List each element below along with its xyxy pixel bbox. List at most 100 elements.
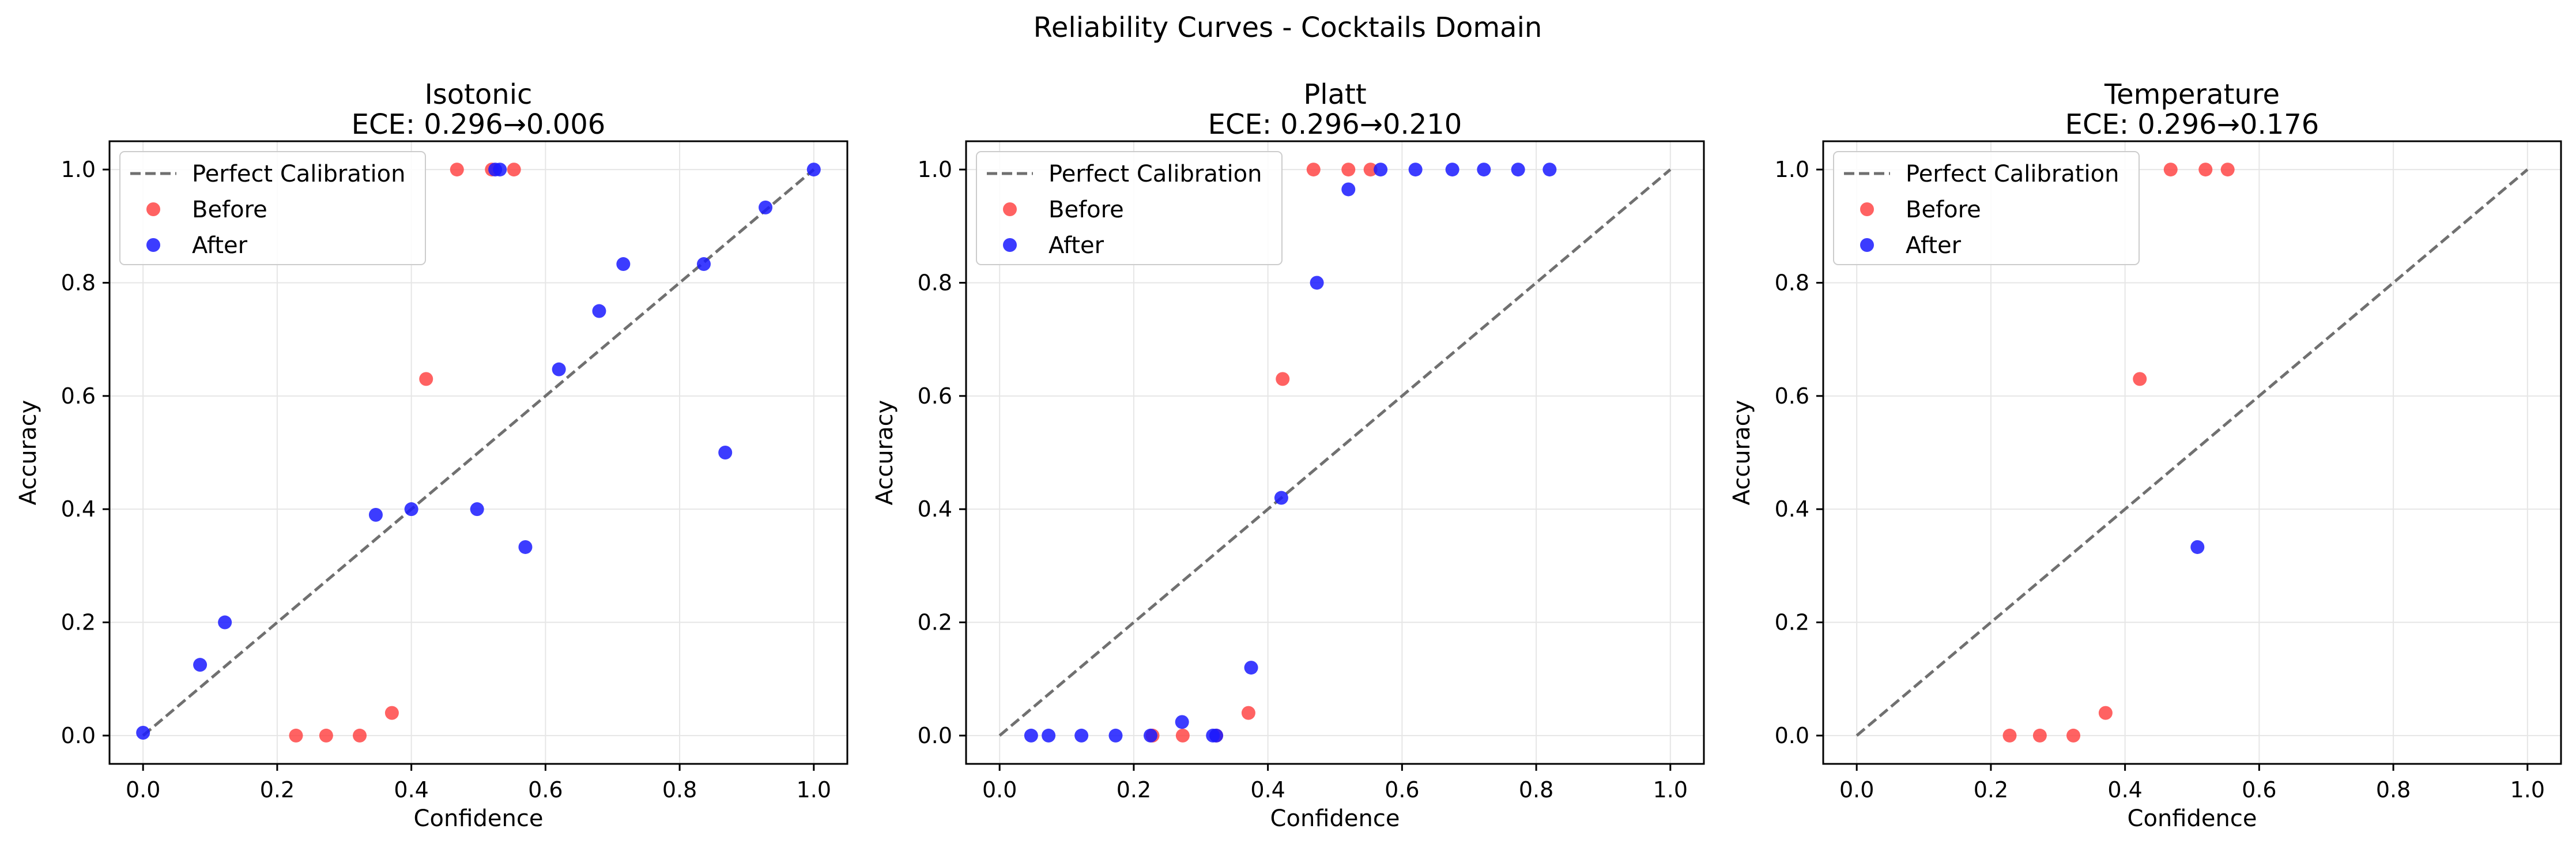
y-tick-label: 1.0: [1775, 157, 1809, 182]
after-point: [1374, 163, 1388, 177]
x-tick-label: 0.8: [2376, 777, 2411, 803]
perfect-calibration-line: [142, 168, 815, 737]
after-point: [1209, 728, 1224, 743]
x-tick-label: 0.4: [2107, 777, 2142, 803]
after-point: [193, 658, 208, 672]
before-point: [2220, 163, 2235, 177]
after-point: [1408, 163, 1423, 177]
before-point: [1363, 163, 1378, 177]
x-tick-label: 1.0: [797, 777, 831, 803]
after-point: [1445, 163, 1459, 177]
subplot-isotonic: 0.0 0.2 0.4 0.6 0.8 1.0 0.0 0.2 0.4 0.6 0.8 1.0 Isot…: [15, 78, 848, 832]
x-tick-label: 0.0: [982, 777, 1017, 803]
legend-label: Perfect Calibration: [192, 161, 405, 187]
subplot-title: Temperature: [2104, 78, 2280, 111]
x-tick-label: 0.4: [394, 777, 428, 803]
before-point: [1175, 728, 1190, 743]
x-tick-label: 0.4: [1250, 777, 1285, 803]
x-tick-label: 0.8: [1519, 777, 1553, 803]
after-point: [806, 163, 821, 177]
y-tick-label: 0.6: [1775, 383, 1809, 409]
after-point: [1244, 661, 1258, 675]
y-tick-label: 0.2: [61, 610, 96, 635]
before-point: [2066, 728, 2081, 743]
legend-after-swatch: [1860, 238, 1874, 252]
before-point: [1341, 163, 1356, 177]
y-tick-label: 0.6: [61, 383, 96, 409]
before-point: [450, 163, 464, 177]
after-point: [368, 508, 383, 522]
legend-label: Perfect Calibration: [1048, 161, 1262, 187]
x-tick-label: 0.0: [126, 777, 160, 803]
y-tick-label: 0.8: [918, 270, 952, 295]
y-tick-label: 0.4: [918, 496, 952, 522]
after-point: [616, 257, 631, 272]
before-point: [2098, 706, 2113, 720]
legend-after-swatch: [146, 238, 160, 252]
y-tick-label: 0.6: [918, 383, 952, 409]
after-point: [1074, 728, 1089, 743]
after-point: [1024, 728, 1038, 743]
after-point: [518, 540, 533, 554]
x-tick-label: 0.8: [662, 777, 697, 803]
y-tick-label: 0.0: [1775, 723, 1809, 748]
after-point: [2190, 540, 2205, 554]
before-point: [1241, 706, 1255, 720]
y-tick-label: 0.2: [1775, 610, 1809, 635]
y-axis-label: Accuracy: [1729, 400, 1755, 506]
y-axis-label: Accuracy: [872, 400, 898, 506]
after-point: [759, 200, 773, 214]
before-point: [2198, 163, 2213, 177]
legend: Perfect Calibration Before After: [976, 151, 1283, 265]
before-point: [353, 728, 367, 743]
before-point: [289, 728, 303, 743]
before-point: [384, 706, 399, 720]
before-point: [319, 728, 333, 743]
legend-label: Perfect Calibration: [1906, 161, 2119, 187]
legend-box: [119, 151, 426, 265]
subplot-platt: 0.0 0.2 0.4 0.6 0.8 1.0 0.0 0.2 0.4 0.6 0.8 1.0 Plat…: [872, 78, 1705, 832]
after-point: [1477, 163, 1491, 177]
axes-frame: [1822, 140, 2562, 765]
after-point: [1341, 182, 1356, 197]
subplot-ece-subtitle: ECE: 0.296→0.210: [1208, 108, 1462, 141]
figure-suptitle: Reliability Curves - Cocktails Domain: [1034, 12, 1542, 44]
x-tick-label: 0.6: [1385, 777, 1419, 803]
after-point: [493, 163, 507, 177]
axes-frame: [108, 140, 848, 765]
y-tick-label: 1.0: [918, 157, 952, 182]
axes-frame: [965, 140, 1705, 765]
x-tick-label: 0.6: [2242, 777, 2276, 803]
y-tick-label: 0.0: [61, 723, 96, 748]
legend-after-swatch: [1003, 238, 1017, 252]
x-tick-label: 1.0: [1653, 777, 1688, 803]
after-point: [592, 304, 606, 318]
before-point: [2133, 372, 2147, 386]
before-point: [2032, 728, 2047, 743]
subplot-title: Isotonic: [425, 78, 533, 111]
legend-before-swatch: [1003, 202, 1017, 216]
after-point: [696, 257, 711, 272]
legend-before-swatch: [146, 202, 160, 216]
x-tick-label: 0.6: [528, 777, 563, 803]
after-point: [1108, 728, 1123, 743]
after-point: [1144, 728, 1157, 743]
before-point: [2163, 163, 2178, 177]
after-point: [718, 446, 733, 459]
after-point: [1511, 163, 1525, 177]
x-tick-label: 1.0: [2510, 777, 2545, 803]
x-axis-label: Confidence: [1270, 805, 1400, 832]
before-point: [507, 163, 521, 177]
y-tick-label: 0.8: [1775, 270, 1809, 295]
legend-label: After: [1048, 232, 1104, 259]
y-axis-label: Accuracy: [15, 400, 42, 506]
y-tick-label: 0.2: [918, 610, 952, 635]
y-tick-label: 0.8: [61, 270, 96, 295]
before-point: [1276, 372, 1290, 386]
legend-before-swatch: [1860, 202, 1874, 216]
x-tick-label: 0.2: [1117, 777, 1151, 803]
legend-label: Before: [1906, 197, 1981, 223]
before-point: [419, 372, 433, 386]
